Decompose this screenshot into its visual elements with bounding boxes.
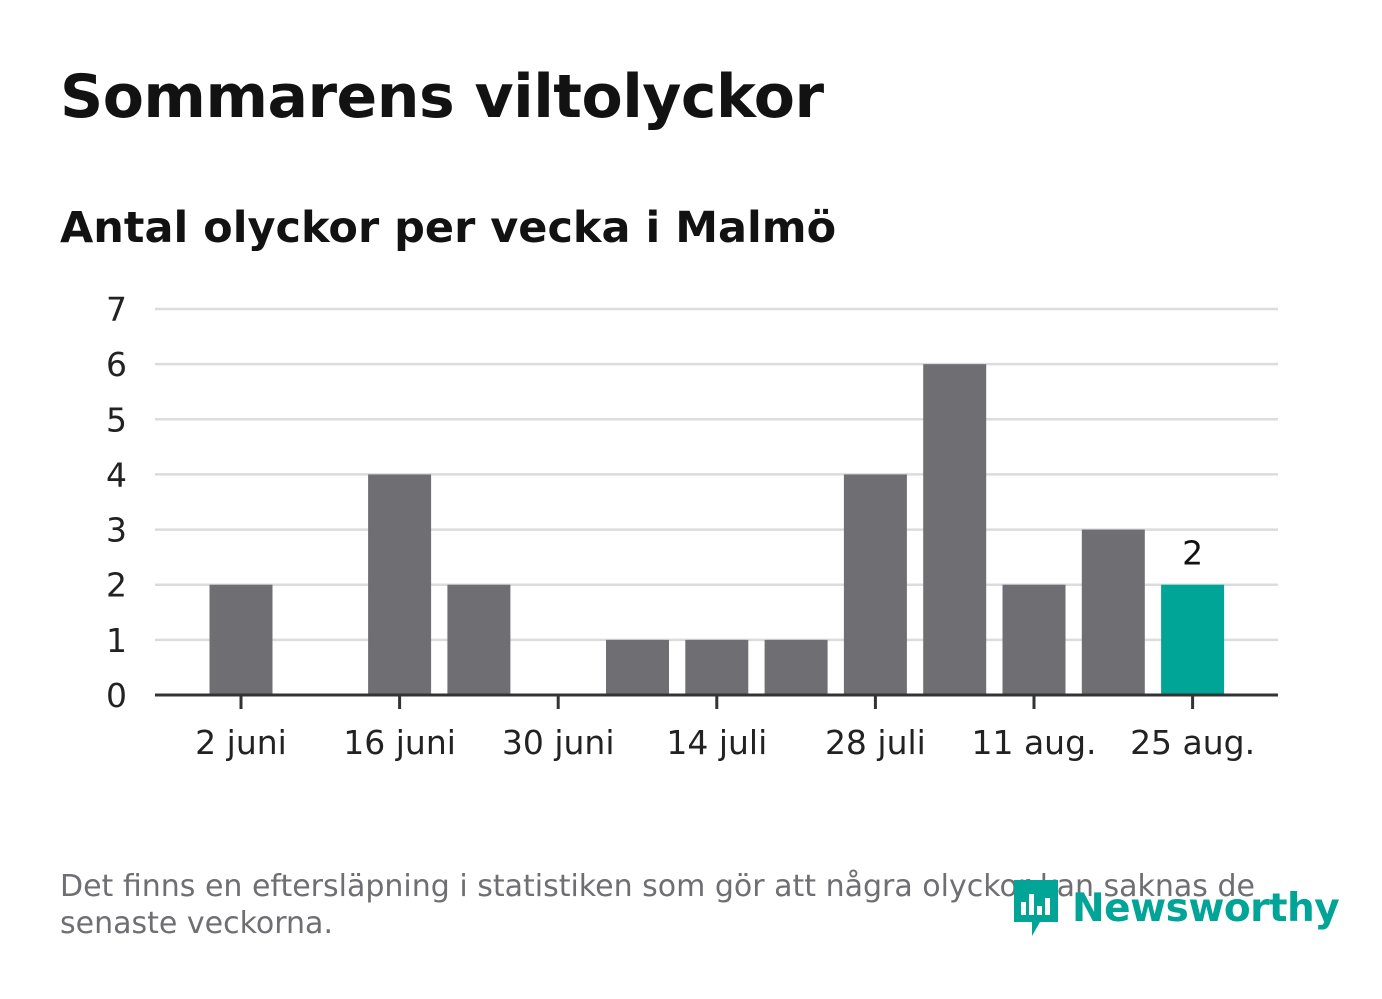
bar <box>1002 584 1066 695</box>
y-tick-label: 6 <box>106 345 127 384</box>
bar <box>209 584 273 695</box>
y-tick-label: 2 <box>106 566 127 605</box>
y-tick-label: 3 <box>106 511 127 550</box>
y-tick-label: 5 <box>106 400 127 439</box>
x-tick-label: 28 juli <box>825 723 926 762</box>
y-tick-label: 7 <box>106 290 127 329</box>
bars <box>209 364 1225 695</box>
bar <box>368 474 432 695</box>
chart-title: Sommarens viltolyckor <box>60 62 824 132</box>
chart-subtitle: Antal olyckor per vecka i Malmö <box>60 203 837 253</box>
bar <box>447 584 511 695</box>
bar <box>1081 529 1145 695</box>
bar <box>764 639 828 695</box>
y-tick-label: 1 <box>106 621 127 660</box>
bar <box>843 474 907 695</box>
bar <box>685 639 749 695</box>
y-tick-label: 4 <box>106 455 127 494</box>
bar <box>923 364 987 695</box>
x-tick-label: 14 juli <box>666 723 767 762</box>
x-tick-label: 16 juni <box>343 723 456 762</box>
x-tick-label: 25 aug. <box>1130 723 1255 762</box>
newsworthy-logo: Newsworthy <box>1010 876 1340 940</box>
bar-highlight <box>1161 584 1225 695</box>
y-tick-label: 0 <box>106 676 127 715</box>
x-tick-label: 2 juni <box>195 723 287 762</box>
y-axis-ticks: 0 1 2 3 4 5 6 7 <box>106 290 127 715</box>
x-tick-label: 30 juni <box>502 723 615 762</box>
bar <box>606 639 669 695</box>
newsworthy-chart-icon <box>1014 880 1058 936</box>
x-tick-label: 11 aug. <box>971 723 1096 762</box>
highlight-bar-label: 2 <box>1182 534 1203 573</box>
x-axis-ticks: 2 juni 16 juni 30 juni 14 juli 28 juli 11 aug… <box>195 695 1255 762</box>
logo-text: Newsworthy <box>1072 885 1340 931</box>
bar-chart: 0 1 2 3 4 5 6 7 2 juni 16 juni 30 juni 14 juli 28 j… <box>106 290 1278 762</box>
